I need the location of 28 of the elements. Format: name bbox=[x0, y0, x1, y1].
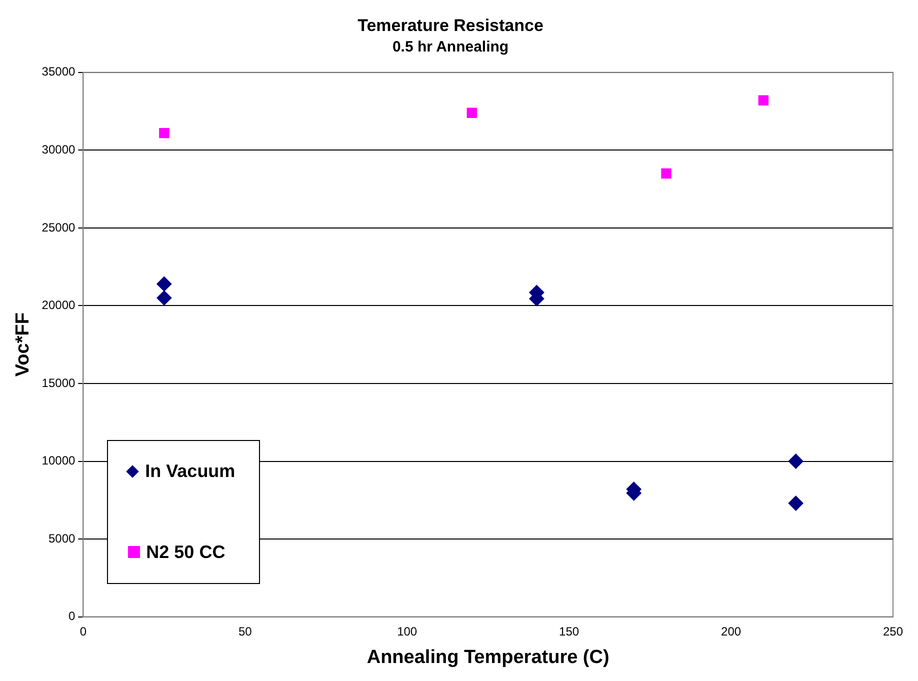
x-tick-label: 150 bbox=[559, 624, 580, 638]
chart-subtitle: 0.5 hr Annealing bbox=[392, 38, 509, 56]
y-tick-label: 10000 bbox=[42, 454, 76, 468]
point bbox=[156, 276, 172, 292]
x-tick-label: 250 bbox=[882, 624, 904, 638]
point bbox=[159, 128, 170, 138]
y-tick-label: 25000 bbox=[42, 220, 76, 234]
y-tick-label: 15000 bbox=[42, 376, 76, 390]
legend-label: N2 50 CC bbox=[146, 542, 226, 563]
x-axis-title: Annealing Temperature (C) bbox=[366, 646, 610, 668]
y-tick-label: 5000 bbox=[48, 531, 76, 546]
x-tick-label: 50 bbox=[238, 624, 252, 638]
point bbox=[788, 496, 804, 511]
point bbox=[788, 454, 804, 469]
x-tick-label: 100 bbox=[397, 624, 418, 638]
point bbox=[661, 168, 672, 179]
y-axis-title: Voc*FF bbox=[12, 312, 34, 377]
chart-title: Temerature Resistance bbox=[358, 16, 544, 35]
y-tick-label: 35000 bbox=[42, 64, 76, 79]
legend-label: In Vacuum bbox=[145, 460, 236, 482]
x-tick-label: 0 bbox=[80, 624, 87, 638]
point bbox=[156, 290, 172, 306]
y-tick-label: 20000 bbox=[42, 298, 76, 312]
y-tick-label: 0 bbox=[68, 609, 76, 624]
point bbox=[466, 108, 477, 118]
x-tick-label: 200 bbox=[721, 624, 742, 638]
point bbox=[758, 95, 769, 106]
y-tick-label: 30000 bbox=[42, 142, 76, 156]
